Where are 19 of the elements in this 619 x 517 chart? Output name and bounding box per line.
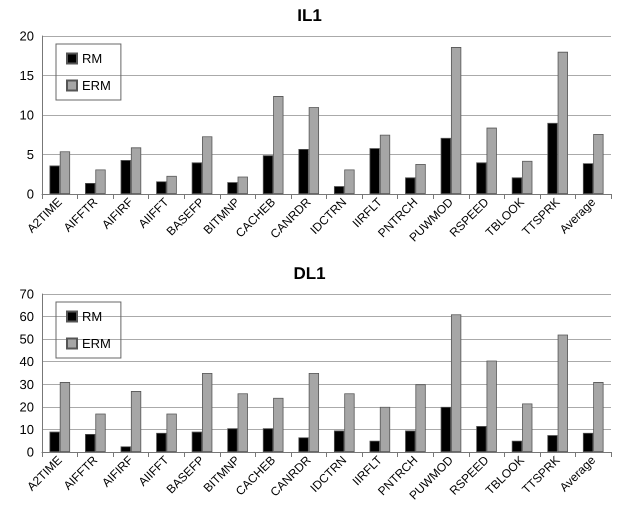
chart-title: IL1 xyxy=(297,6,322,25)
y-tick-label: 20 xyxy=(20,28,34,44)
legend-label: RM xyxy=(82,309,102,324)
legend-label: RM xyxy=(82,51,102,66)
y-tick-label: 0 xyxy=(26,444,34,460)
y-tick-label: 30 xyxy=(20,376,34,392)
y-tick-label: 60 xyxy=(20,309,34,324)
y-tick-label: 15 xyxy=(20,68,34,83)
y-tick-label: 0 xyxy=(26,186,34,202)
legend-label: ERM xyxy=(82,336,111,351)
y-tick-label: 70 xyxy=(20,286,34,302)
y-tick-label: 5 xyxy=(26,147,34,162)
y-tick-label: 10 xyxy=(20,422,34,437)
y-tick-label: 50 xyxy=(20,332,34,347)
y-tick-label: 20 xyxy=(20,399,34,414)
legend-label: ERM xyxy=(82,78,111,93)
chart-title: DL1 xyxy=(293,264,326,283)
y-tick-label: 40 xyxy=(20,354,34,370)
y-tick-label: 10 xyxy=(20,108,34,122)
